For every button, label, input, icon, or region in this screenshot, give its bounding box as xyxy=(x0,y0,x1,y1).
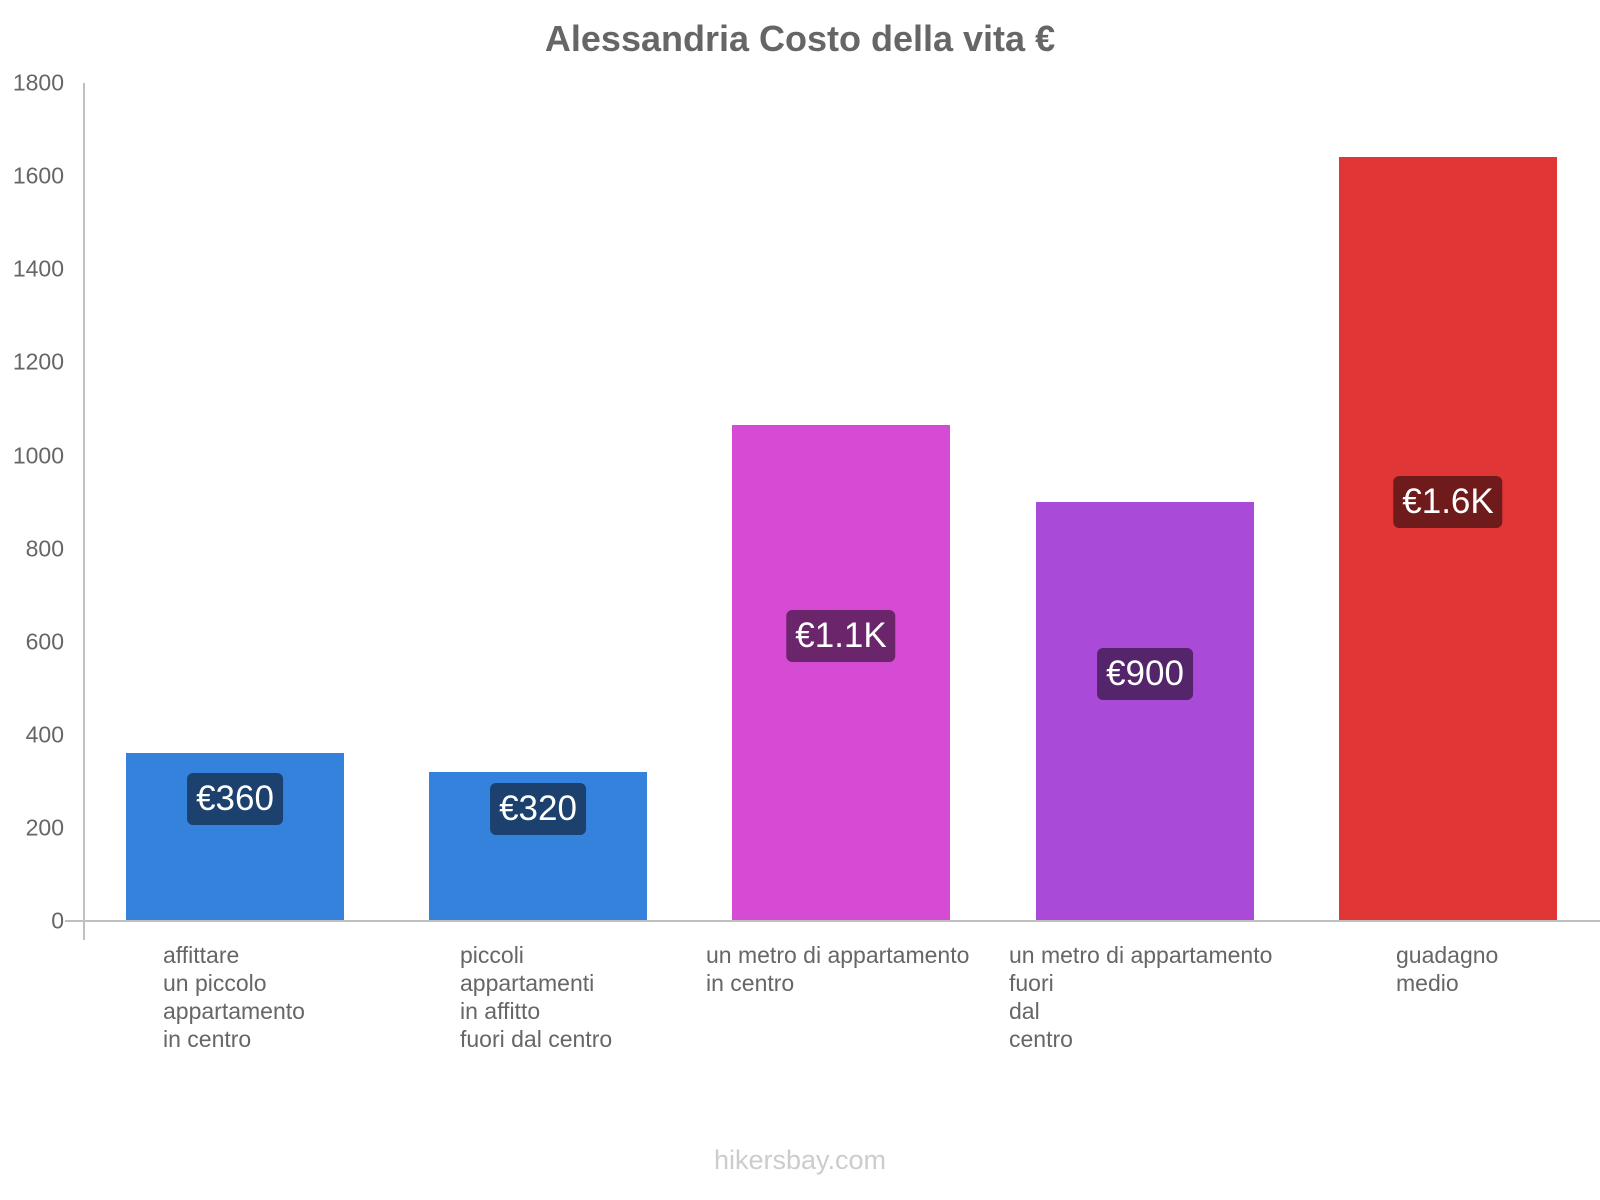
y-tick-label: 600 xyxy=(25,628,64,655)
bar-4 xyxy=(1339,157,1557,921)
y-tick-label: 800 xyxy=(25,535,64,562)
y-tick-label: 1200 xyxy=(12,348,64,375)
y-axis-line xyxy=(83,83,85,940)
data-label-2: €1.1K xyxy=(786,610,896,662)
chart-title: Alessandria Costo della vita € xyxy=(544,18,1056,59)
y-tick-label: 1800 xyxy=(12,69,64,96)
x-label-3: un metro di appartamento fuori dal centr… xyxy=(1009,942,1273,1052)
data-label-3: €900 xyxy=(1097,648,1193,700)
x-label-2: un metro di appartamento in centro xyxy=(706,942,970,996)
bar-3 xyxy=(1036,502,1254,921)
y-tick-label: 200 xyxy=(25,814,64,841)
data-label-0: €360 xyxy=(187,773,283,825)
x-label-0: affittare un piccolo appartamento in cen… xyxy=(163,942,305,1052)
bar-2 xyxy=(732,425,950,921)
y-tick-label: 1000 xyxy=(12,442,64,469)
footer-watermark: hikersbay.com xyxy=(713,1145,887,1175)
x-label-1: piccoli appartamenti in affitto fuori da… xyxy=(460,942,613,1052)
y-tick-label: 1600 xyxy=(12,162,64,189)
y-tick-label: 1400 xyxy=(12,255,64,282)
y-tick-label: 0 xyxy=(51,907,64,934)
data-label-4: €1.6K xyxy=(1393,476,1503,528)
data-label-1: €320 xyxy=(490,783,586,835)
x-label-4: guadagno medio xyxy=(1396,942,1499,996)
x-axis-line xyxy=(65,920,1600,922)
y-tick-label: 400 xyxy=(25,721,64,748)
